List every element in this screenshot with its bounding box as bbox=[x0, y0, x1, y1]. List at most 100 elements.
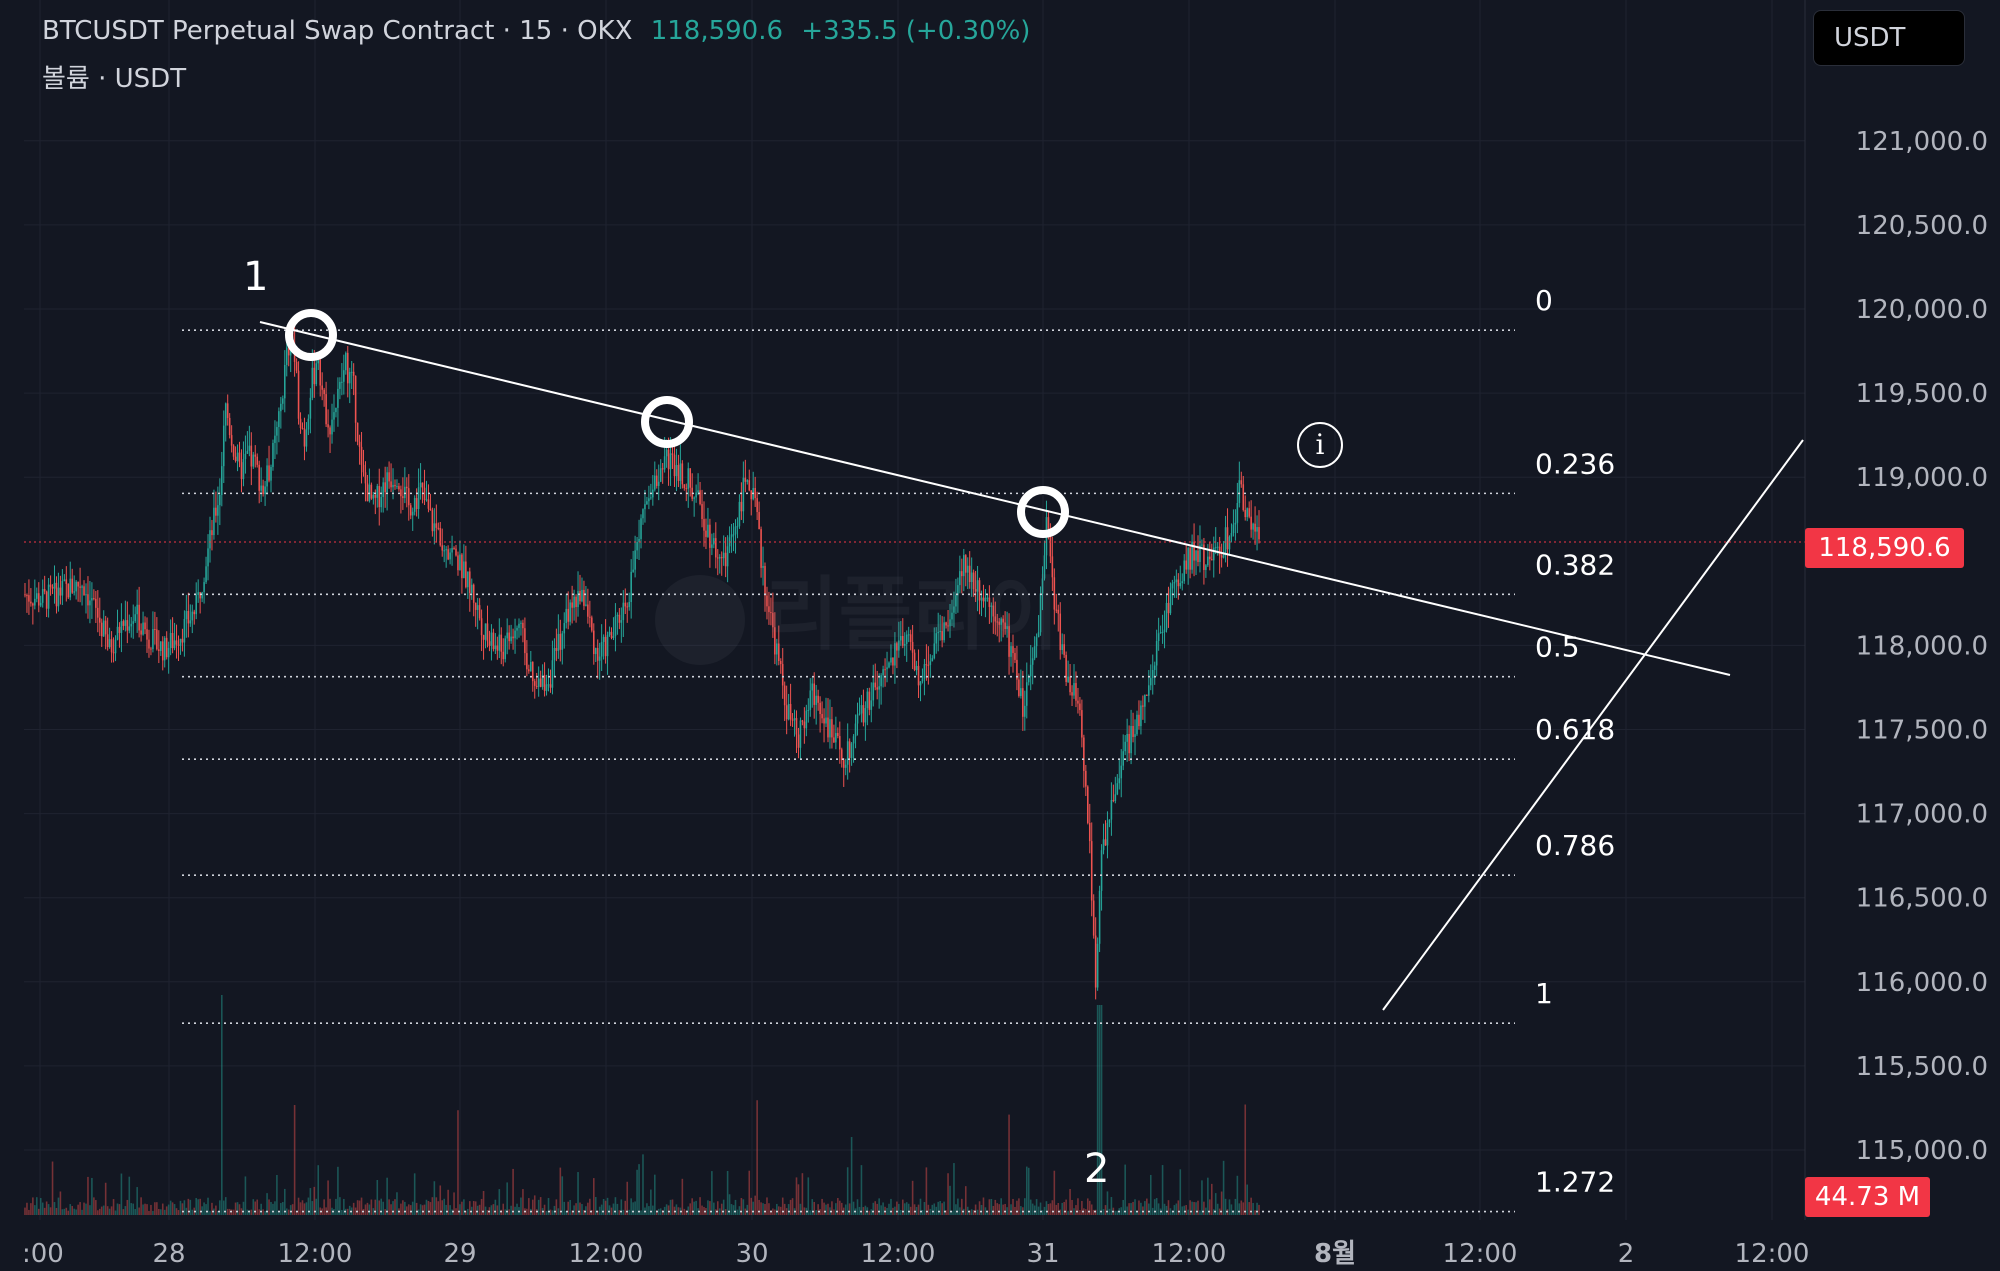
volume-bar bbox=[116, 1203, 119, 1215]
volume-bar bbox=[246, 1209, 249, 1215]
candle-body bbox=[557, 633, 560, 651]
volume-bar bbox=[795, 1177, 798, 1215]
candle-body bbox=[120, 621, 123, 633]
candle-body bbox=[730, 534, 733, 538]
volume-bar bbox=[1201, 1180, 1203, 1215]
volume-bar bbox=[740, 1198, 743, 1215]
candle-body bbox=[827, 717, 829, 738]
volume-bar bbox=[311, 1201, 314, 1215]
volume-bar bbox=[827, 1203, 829, 1215]
volume-bar bbox=[620, 1199, 623, 1215]
volume-bar bbox=[846, 1167, 849, 1215]
candle-body bbox=[59, 587, 62, 596]
candle-body bbox=[1055, 609, 1058, 611]
trendline-touch-circle-3 bbox=[1017, 486, 1069, 538]
candle-body bbox=[494, 645, 497, 650]
candle-body bbox=[272, 442, 274, 467]
volume-bar bbox=[711, 1171, 713, 1215]
candle-body bbox=[1210, 559, 1213, 561]
volume-bar bbox=[67, 1210, 70, 1215]
volume-bar bbox=[435, 1197, 438, 1215]
candle-body bbox=[742, 477, 745, 512]
candle-body bbox=[270, 466, 272, 481]
volume-bar bbox=[455, 1208, 457, 1215]
watermark: 리플리이 bbox=[655, 550, 1059, 666]
candle-body bbox=[71, 578, 74, 593]
candle-body bbox=[681, 463, 684, 485]
volume-bar bbox=[463, 1199, 465, 1215]
volume-bar bbox=[374, 1199, 377, 1215]
volume-bar bbox=[819, 1209, 821, 1215]
time-axis: :00 28 12:00 29 12:00 30 12:00 31 12:00 8월 12:00 2 1… bbox=[22, 1239, 1809, 1269]
volume-bar bbox=[522, 1189, 524, 1215]
price-tick-label: 116,000.0 bbox=[1856, 968, 1988, 998]
symbol-name[interactable]: BTCUSDT Perpetual Swap Contract bbox=[42, 16, 495, 46]
volume-bar bbox=[1124, 1164, 1126, 1215]
volume-bar bbox=[591, 1209, 593, 1215]
candle-body bbox=[1128, 733, 1130, 754]
candle-body bbox=[384, 482, 386, 493]
candle-body bbox=[95, 598, 97, 608]
volume-bar bbox=[945, 1210, 947, 1215]
candle-body bbox=[911, 641, 914, 653]
volume-bar bbox=[295, 1210, 298, 1215]
candle-body bbox=[181, 638, 184, 643]
candle-body bbox=[197, 592, 199, 595]
candle-body bbox=[720, 557, 723, 559]
volume-bar bbox=[175, 1208, 178, 1215]
candle-body bbox=[215, 507, 217, 516]
volume-bar bbox=[280, 1203, 282, 1215]
volume-bar bbox=[453, 1192, 455, 1215]
volume-bar bbox=[756, 1100, 758, 1215]
volume-bar bbox=[1197, 1200, 1199, 1215]
volume-bar bbox=[1161, 1165, 1164, 1215]
candle-body bbox=[707, 524, 709, 537]
candle-body bbox=[874, 682, 877, 688]
candle-body bbox=[165, 637, 168, 658]
volume-bar bbox=[478, 1204, 481, 1215]
candle-body bbox=[1187, 548, 1189, 570]
candle-body bbox=[337, 388, 339, 408]
candle-body bbox=[179, 638, 182, 646]
fib-level-label: 0.786 bbox=[1535, 829, 1615, 862]
candle-body bbox=[47, 584, 50, 609]
candle-body bbox=[764, 566, 766, 596]
candle-body bbox=[571, 602, 573, 608]
candle-body bbox=[28, 595, 30, 602]
volume-bar bbox=[624, 1200, 627, 1215]
candle-body bbox=[394, 484, 396, 487]
volume-bar bbox=[1185, 1205, 1187, 1215]
candle-body bbox=[362, 464, 365, 473]
candle-body bbox=[1155, 640, 1158, 666]
candle-body bbox=[1122, 751, 1125, 766]
candle-body bbox=[1108, 819, 1111, 823]
volume-bar bbox=[108, 1208, 111, 1215]
candle-body bbox=[1027, 676, 1030, 683]
candle-body bbox=[431, 510, 434, 532]
candle-body bbox=[1173, 582, 1176, 584]
candle-body bbox=[232, 445, 235, 457]
candle-body bbox=[935, 633, 938, 644]
candle-body bbox=[199, 592, 201, 599]
volume-bar bbox=[339, 1197, 341, 1215]
candle-body bbox=[842, 760, 845, 768]
volume-bar bbox=[923, 1202, 926, 1215]
candle-body bbox=[815, 695, 817, 705]
interval[interactable]: 15 bbox=[519, 16, 553, 46]
volume-bar bbox=[34, 1205, 36, 1215]
candle-body bbox=[803, 721, 806, 729]
candle-body bbox=[24, 594, 26, 596]
volume-bar bbox=[51, 1161, 54, 1215]
volume-bar bbox=[748, 1170, 751, 1215]
volume-bar bbox=[504, 1209, 507, 1215]
fib-level-label: 0.236 bbox=[1535, 447, 1615, 480]
info-icon[interactable]: i bbox=[1297, 422, 1343, 468]
candle-body bbox=[1244, 509, 1247, 518]
volume-bar bbox=[104, 1182, 107, 1215]
candle-body bbox=[988, 597, 991, 607]
volume-bar bbox=[583, 1209, 585, 1215]
currency-button[interactable]: USDT bbox=[1813, 10, 1965, 66]
candle-body bbox=[1000, 618, 1002, 625]
candle-body bbox=[425, 499, 428, 501]
